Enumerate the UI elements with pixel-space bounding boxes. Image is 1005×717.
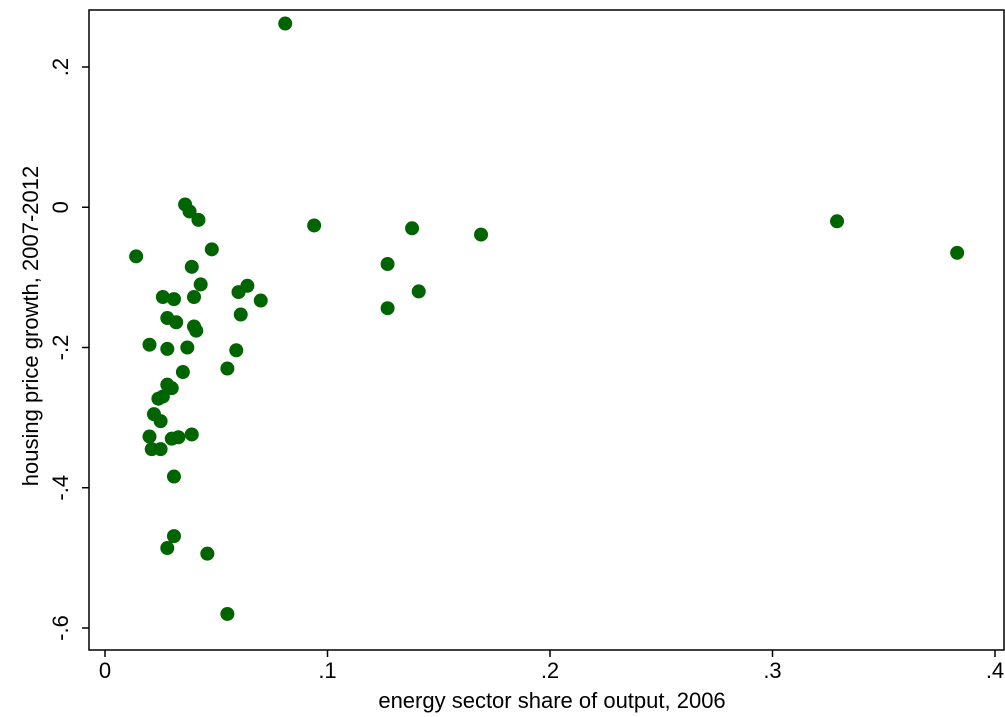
y-axis: -.6 -.4 -.2 0 .2 (48, 58, 89, 641)
plot-frame (88, 9, 1005, 651)
data-point (184, 427, 199, 442)
x-axis: 0 .1 .2 .3 .4 (99, 650, 1004, 683)
data-point (950, 245, 965, 260)
data-point (474, 227, 489, 242)
y-tick-label: 0 (48, 201, 73, 213)
data-point (153, 414, 168, 429)
data-point (220, 361, 235, 376)
data-point (189, 323, 204, 338)
data-point (193, 277, 208, 292)
y-tick-label: -.4 (48, 475, 73, 501)
data-point (155, 290, 170, 305)
y-tick-label: -.6 (48, 615, 73, 641)
y-axis-title: housing price growth, 2007-2012 (18, 166, 43, 486)
data-point (169, 315, 184, 330)
data-point (229, 343, 244, 358)
data-point (233, 307, 248, 322)
data-point (171, 430, 186, 445)
data-point (830, 214, 845, 229)
data-point (220, 606, 235, 621)
data-point (200, 546, 215, 561)
data-point (191, 212, 206, 227)
data-point (142, 429, 157, 444)
data-point (166, 529, 181, 544)
y-tick-label: .2 (48, 58, 73, 76)
data-point (153, 442, 168, 457)
data-point (380, 257, 395, 272)
data-point (160, 541, 175, 556)
data-point (240, 278, 255, 293)
data-point (180, 340, 195, 355)
data-point (187, 290, 201, 305)
data-point (142, 337, 157, 352)
data-point (204, 242, 219, 257)
x-axis-title: energy sector share of output, 2006 (378, 688, 725, 713)
data-point (129, 249, 144, 264)
data-point (166, 469, 181, 484)
x-tick-label: .1 (318, 658, 336, 683)
data-points (129, 16, 965, 621)
data-point (182, 204, 197, 219)
x-tick-label: 0 (99, 658, 111, 683)
data-point (278, 16, 293, 31)
x-tick-label: .3 (763, 658, 781, 683)
data-point (184, 259, 199, 274)
data-point (175, 365, 190, 380)
x-tick-label: .2 (541, 658, 559, 683)
data-point (380, 301, 395, 316)
y-tick-label: -.2 (48, 335, 73, 361)
data-point (164, 381, 179, 396)
x-tick-label: .4 (986, 658, 1004, 683)
data-point (155, 389, 170, 404)
data-point (405, 221, 420, 236)
data-point (160, 341, 175, 356)
data-point (166, 292, 181, 307)
data-point (307, 218, 322, 233)
data-point (253, 293, 268, 308)
data-point (411, 284, 426, 299)
